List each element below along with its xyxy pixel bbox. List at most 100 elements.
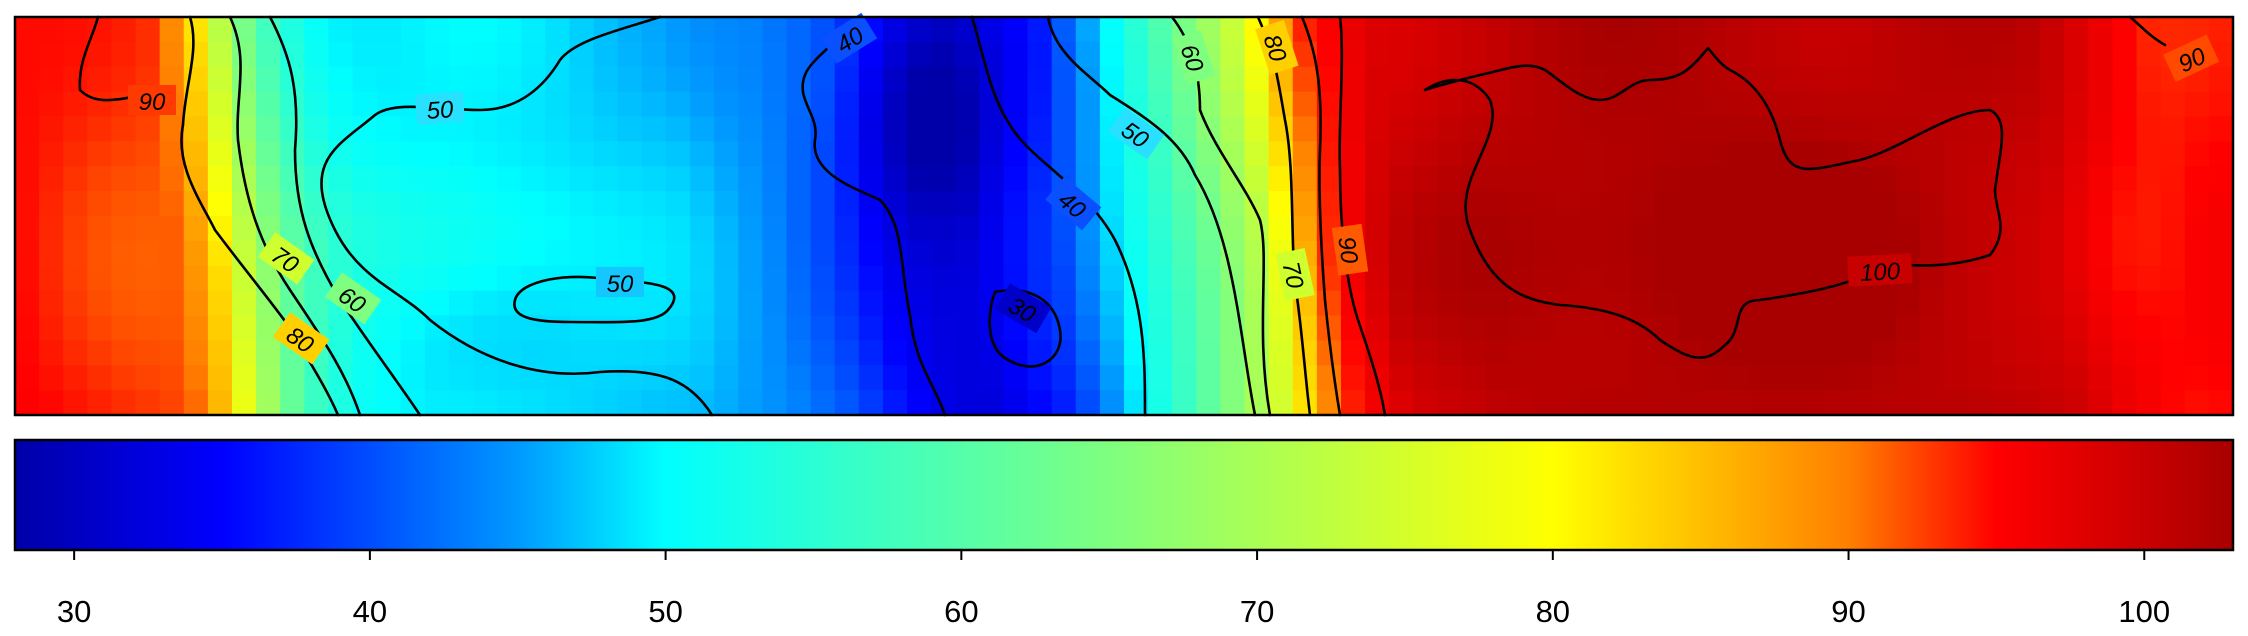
heatmap-cell (1316, 265, 1342, 292)
heatmap-cell (1509, 240, 1535, 267)
heatmap-cell (1654, 91, 1680, 118)
heatmap-cell (1220, 216, 1246, 242)
colorbar-ticks: 30 40 50 60 70 80 90 100 (57, 550, 2170, 629)
heatmap-cell (2160, 265, 2186, 292)
heatmap-cell (111, 17, 137, 43)
heatmap-cell (762, 166, 788, 192)
heatmap-cell (63, 91, 89, 118)
heatmap-cell (304, 91, 330, 118)
heatmap-cell (2064, 116, 2090, 143)
heatmap-cell (2016, 141, 2041, 168)
heatmap-cell (1509, 390, 1535, 416)
heatmap-cell (521, 390, 547, 416)
heatmap-cell (135, 315, 161, 342)
heatmap-cell (834, 365, 860, 391)
heatmap-cell (1389, 390, 1415, 416)
heatmap-cell (1919, 265, 1945, 292)
heatmap-cell (1799, 141, 1824, 168)
heatmap-cell (665, 340, 691, 367)
heatmap-cell (690, 17, 715, 43)
heatmap-cell (1099, 166, 1125, 192)
heatmap-cell (135, 41, 161, 68)
contour-line-30-island (988, 289, 1062, 368)
heatmap-cell (1389, 365, 1415, 391)
heatmap-cell (882, 290, 908, 317)
heatmap-cell (2016, 116, 2041, 143)
heatmap-cell (617, 41, 643, 68)
heatmap-cell (2040, 17, 2066, 43)
heatmap-cell (1485, 365, 1511, 391)
heatmap-cell (1654, 216, 1680, 242)
heatmap-cell (521, 141, 547, 168)
heatmap-cell (1702, 315, 1728, 342)
heatmap-cell (1220, 290, 1246, 317)
heatmap-cell (641, 240, 667, 267)
heatmap-cell (111, 166, 137, 192)
heatmap-cell (473, 390, 498, 416)
heatmap-cell (1485, 290, 1511, 317)
heatmap-cell (617, 390, 643, 416)
heatmap-cell (955, 216, 981, 242)
heatmap-cell (2064, 41, 2090, 68)
heatmap-cell (714, 340, 740, 367)
heatmap-cell (2112, 216, 2138, 242)
heatmap-cell (2208, 166, 2234, 192)
heatmap-cell (1365, 166, 1390, 192)
heatmap-cell (111, 265, 137, 292)
heatmap-cell (1895, 315, 1921, 342)
heatmap-cell (521, 116, 547, 143)
heatmap-cell (448, 141, 474, 168)
heatmap-cell (1943, 390, 1969, 416)
heatmap-cell (1051, 265, 1077, 292)
heatmap-cell (858, 91, 884, 118)
heatmap-cell (1437, 390, 1463, 416)
heatmap-cell (1509, 191, 1535, 217)
heatmap-cell (1172, 390, 1198, 416)
heatmap-cell (1389, 240, 1415, 267)
heatmap-cell (1557, 116, 1583, 143)
heatmap-cell (955, 365, 981, 391)
heatmap-cell (1943, 17, 1969, 43)
heatmap-cell (858, 116, 884, 143)
heatmap-cell (810, 340, 836, 367)
heatmap-cell (690, 240, 715, 267)
heatmap-cell (931, 91, 957, 118)
heatmap-cell (762, 17, 788, 43)
heatmap-cell (376, 191, 402, 217)
heatmap-cell (2064, 290, 2090, 317)
heatmap-cell (569, 315, 595, 342)
heatmap-cell (1557, 91, 1583, 118)
heatmap-cell (1582, 240, 1607, 267)
heatmap-cell (1485, 166, 1511, 192)
heatmap-cell (2136, 240, 2162, 267)
heatmap-cell (665, 315, 691, 342)
heatmap-cell (1485, 191, 1511, 217)
heatmap-cell (1799, 17, 1824, 43)
heatmap-cell (1582, 141, 1607, 168)
heatmap-cell (1654, 240, 1680, 267)
heatmap-cell (1726, 365, 1752, 391)
heatmap-cell (1461, 41, 1487, 68)
heatmap-cell (714, 166, 740, 192)
heatmap-cell (1557, 390, 1583, 416)
heatmap-cell (1268, 116, 1294, 143)
heatmap-cell (15, 141, 40, 168)
contour-label: 90 (139, 89, 166, 116)
heatmap-cell (1678, 41, 1704, 68)
heatmap-cell (424, 17, 450, 43)
heatmap-cell (665, 216, 691, 242)
heatmap-cell (2136, 365, 2162, 391)
heatmap-cell (1461, 315, 1487, 342)
heatmap-cell (207, 340, 233, 367)
heatmap-cell (738, 290, 764, 317)
heatmap-cell (569, 17, 595, 43)
heatmap-cell (1533, 116, 1559, 143)
heatmap-cell (1799, 240, 1824, 267)
heatmap-cell (569, 265, 595, 292)
heatmap-cell (2064, 141, 2090, 168)
heatmap-cell (1437, 116, 1463, 143)
heatmap-cell (1027, 265, 1053, 292)
heatmap-cell (521, 191, 547, 217)
heatmap-cell (714, 390, 740, 416)
